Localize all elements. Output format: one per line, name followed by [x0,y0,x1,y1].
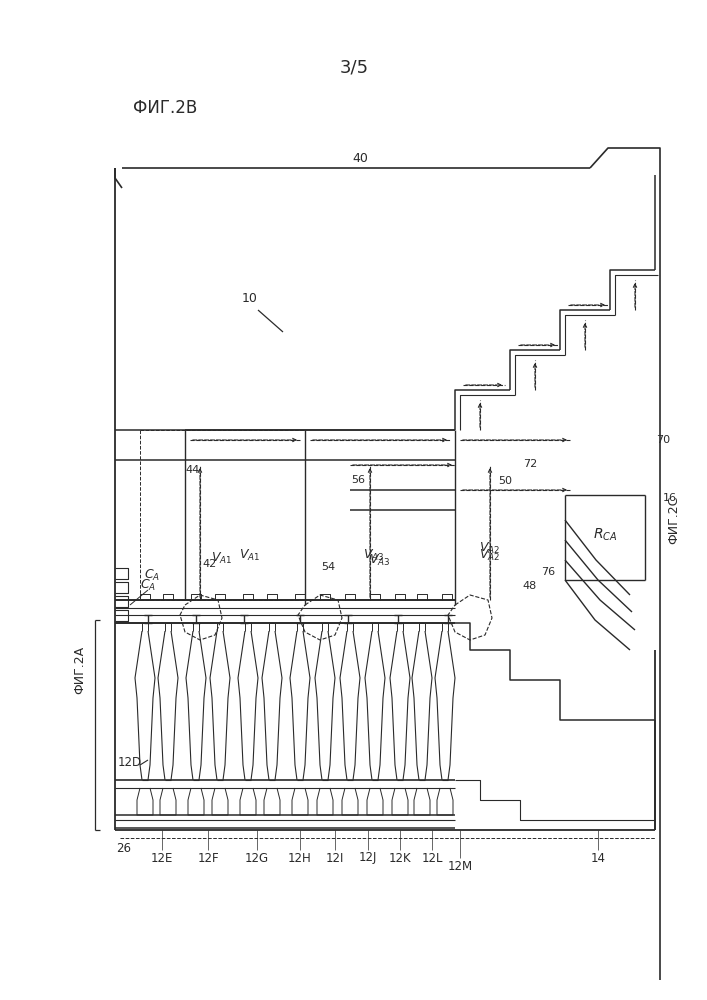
Text: 50: 50 [498,476,512,486]
Text: 70: 70 [656,435,670,445]
Text: $C_A$: $C_A$ [140,577,156,593]
Text: 3/5: 3/5 [339,59,368,77]
Text: 12J: 12J [359,852,378,864]
Text: 54: 54 [321,562,335,572]
Text: 44: 44 [185,465,199,475]
Text: 10: 10 [242,292,258,304]
Text: 42: 42 [203,559,217,569]
Text: 72: 72 [523,459,537,469]
Text: $C_A$: $C_A$ [144,567,160,583]
Text: ФИГ.2А: ФИГ.2А [74,646,86,694]
Text: 12M: 12M [448,859,472,872]
Text: 48: 48 [523,581,537,591]
Text: $V_{A2}$: $V_{A2}$ [479,540,501,556]
Text: 12K: 12K [389,852,411,864]
Text: 40: 40 [352,151,368,164]
Text: 12D: 12D [118,756,142,768]
Text: $V_{A1}$: $V_{A1}$ [240,547,261,563]
Text: $V_{A1}$: $V_{A1}$ [211,550,233,566]
Text: 76: 76 [541,567,555,577]
Text: ФИГ.2С: ФИГ.2С [667,496,681,544]
Text: 56: 56 [351,475,365,485]
Text: 12G: 12G [245,852,269,864]
Text: 16: 16 [663,493,677,503]
Text: 26: 26 [116,842,131,854]
Text: $V_{A2}$: $V_{A2}$ [479,547,501,563]
Text: 12H: 12H [288,852,312,864]
Text: 12F: 12F [197,852,218,864]
Text: $V_{A3}$: $V_{A3}$ [369,552,391,568]
Text: 12L: 12L [421,852,443,864]
Text: 14: 14 [590,852,605,864]
Text: 12E: 12E [151,852,173,864]
Text: $R_{CA}$: $R_{CA}$ [592,527,617,543]
Text: ФИГ.2В: ФИГ.2В [133,99,197,117]
Text: 12I: 12I [326,852,344,864]
Text: $V_{A3}$: $V_{A3}$ [363,547,385,563]
